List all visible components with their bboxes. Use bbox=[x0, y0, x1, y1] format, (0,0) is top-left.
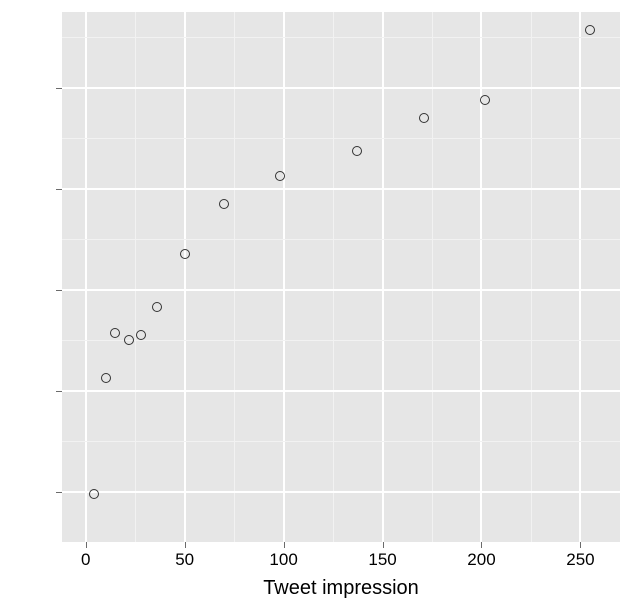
x-tick-label: 0 bbox=[81, 550, 90, 570]
grid-minor-h bbox=[62, 239, 620, 240]
grid-minor-v bbox=[432, 12, 433, 542]
x-tick-label: 50 bbox=[175, 550, 194, 570]
data-point bbox=[110, 328, 120, 338]
grid-major-v bbox=[579, 12, 581, 542]
x-tick-label: 250 bbox=[566, 550, 594, 570]
data-point bbox=[275, 171, 285, 181]
data-point bbox=[136, 330, 146, 340]
x-tick-mark bbox=[185, 542, 186, 548]
grid-major-v bbox=[184, 12, 186, 542]
grid-minor-v bbox=[135, 12, 136, 542]
grid-major-v bbox=[382, 12, 384, 542]
data-point bbox=[419, 113, 429, 123]
grid-minor-v bbox=[234, 12, 235, 542]
grid-minor-h bbox=[62, 441, 620, 442]
data-point bbox=[219, 199, 229, 209]
data-point bbox=[585, 25, 595, 35]
grid-minor-v bbox=[531, 12, 532, 542]
y-tick-mark bbox=[56, 290, 62, 291]
grid-major-h bbox=[62, 188, 620, 190]
x-tick-mark bbox=[86, 542, 87, 548]
data-point bbox=[101, 373, 111, 383]
chart-container: Average of number of likes per impressio… bbox=[0, 0, 639, 608]
data-point bbox=[480, 95, 490, 105]
grid-major-h bbox=[62, 390, 620, 392]
x-tick-mark bbox=[580, 542, 581, 548]
grid-minor-h bbox=[62, 138, 620, 139]
x-tick-mark bbox=[481, 542, 482, 548]
y-tick-mark bbox=[56, 492, 62, 493]
grid-minor-h bbox=[62, 340, 620, 341]
y-tick-mark bbox=[56, 189, 62, 190]
y-tick-mark bbox=[56, 88, 62, 89]
x-tick-label: 100 bbox=[269, 550, 297, 570]
x-tick-mark bbox=[383, 542, 384, 548]
y-tick-mark bbox=[56, 391, 62, 392]
grid-minor-v bbox=[333, 12, 334, 542]
grid-major-v bbox=[283, 12, 285, 542]
grid-minor-h bbox=[62, 37, 620, 38]
grid-major-h bbox=[62, 491, 620, 493]
x-tick-mark bbox=[284, 542, 285, 548]
data-point bbox=[124, 335, 134, 345]
data-point bbox=[352, 146, 362, 156]
grid-major-v bbox=[480, 12, 482, 542]
data-point bbox=[180, 249, 190, 259]
x-tick-label: 200 bbox=[467, 550, 495, 570]
data-point bbox=[152, 302, 162, 312]
grid-major-h bbox=[62, 87, 620, 89]
x-tick-label: 150 bbox=[368, 550, 396, 570]
plot-area bbox=[62, 12, 620, 542]
data-point bbox=[89, 489, 99, 499]
x-axis-label: Tweet impression bbox=[263, 577, 419, 600]
grid-major-h bbox=[62, 289, 620, 291]
grid-major-v bbox=[85, 12, 87, 542]
